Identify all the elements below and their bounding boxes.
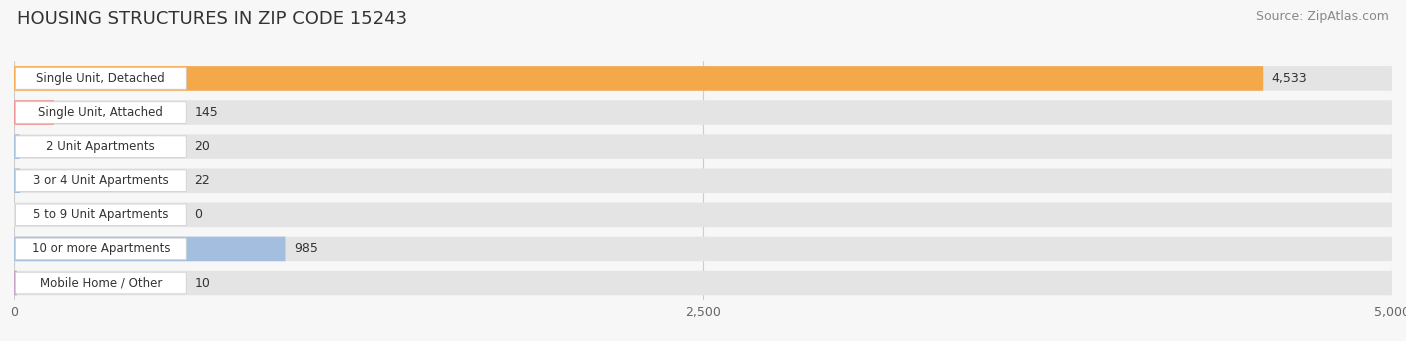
- FancyBboxPatch shape: [14, 100, 53, 125]
- Text: Single Unit, Attached: Single Unit, Attached: [38, 106, 163, 119]
- FancyBboxPatch shape: [14, 66, 1263, 91]
- FancyBboxPatch shape: [14, 237, 285, 261]
- Text: 22: 22: [194, 174, 211, 187]
- Text: HOUSING STRUCTURES IN ZIP CODE 15243: HOUSING STRUCTURES IN ZIP CODE 15243: [17, 10, 406, 28]
- Text: Source: ZipAtlas.com: Source: ZipAtlas.com: [1256, 10, 1389, 23]
- FancyBboxPatch shape: [14, 66, 1392, 91]
- FancyBboxPatch shape: [14, 168, 1392, 193]
- FancyBboxPatch shape: [15, 136, 186, 158]
- FancyBboxPatch shape: [14, 134, 1392, 159]
- FancyBboxPatch shape: [14, 271, 17, 295]
- FancyBboxPatch shape: [14, 271, 1392, 295]
- Text: Single Unit, Detached: Single Unit, Detached: [37, 72, 166, 85]
- Text: Mobile Home / Other: Mobile Home / Other: [39, 277, 162, 290]
- Text: 145: 145: [194, 106, 218, 119]
- Text: 3 or 4 Unit Apartments: 3 or 4 Unit Apartments: [32, 174, 169, 187]
- FancyBboxPatch shape: [15, 238, 186, 260]
- Text: 20: 20: [194, 140, 211, 153]
- FancyBboxPatch shape: [14, 100, 1392, 125]
- FancyBboxPatch shape: [14, 134, 20, 159]
- Text: 2 Unit Apartments: 2 Unit Apartments: [46, 140, 155, 153]
- FancyBboxPatch shape: [14, 203, 1392, 227]
- FancyBboxPatch shape: [15, 68, 186, 89]
- Text: 985: 985: [294, 242, 318, 255]
- FancyBboxPatch shape: [14, 237, 1392, 261]
- FancyBboxPatch shape: [15, 170, 186, 192]
- Text: 0: 0: [194, 208, 202, 221]
- Text: 4,533: 4,533: [1271, 72, 1308, 85]
- FancyBboxPatch shape: [14, 168, 20, 193]
- Text: 10 or more Apartments: 10 or more Apartments: [31, 242, 170, 255]
- FancyBboxPatch shape: [15, 272, 186, 294]
- Text: 5 to 9 Unit Apartments: 5 to 9 Unit Apartments: [34, 208, 169, 221]
- FancyBboxPatch shape: [15, 102, 186, 123]
- FancyBboxPatch shape: [15, 204, 186, 226]
- Text: 10: 10: [194, 277, 211, 290]
